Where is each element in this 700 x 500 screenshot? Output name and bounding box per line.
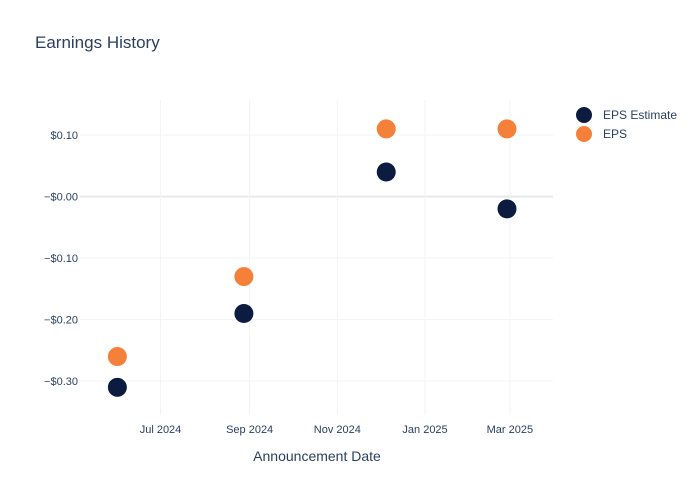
y-axis-ticks: $0.10 −$0.00 −$0.10 −$0.20 −$0.30 [44,130,78,388]
eps-point[interactable] [107,347,127,367]
y-tick-label: −$0.20 [44,315,78,327]
eps-point[interactable] [497,119,517,139]
y-tick-label: −$0.30 [44,376,78,388]
grid-lines [80,100,553,415]
chart-title: Earnings History [35,33,160,52]
eps-estimate-point[interactable] [107,377,127,397]
y-tick-label: −$0.00 [44,192,78,204]
x-tick-label: Nov 2024 [314,424,361,436]
data-points[interactable] [107,119,517,397]
y-tick-label: −$0.10 [44,253,78,265]
legend-marker-icon [576,125,592,142]
x-tick-label: Mar 2025 [487,424,533,436]
legend-item-eps-estimate[interactable]: EPS Estimate [574,105,677,124]
eps-estimate-point[interactable] [497,199,517,219]
eps-estimate-point[interactable] [234,303,254,323]
x-axis-title: Announcement Date [253,448,381,464]
x-axis-ticks: Jul 2024 Sep 2024 Nov 2024 Jan 2025 Mar 2025 [140,424,533,436]
eps-point[interactable] [234,267,254,287]
legend-label: EPS Estimate [603,107,678,122]
eps-point[interactable] [376,119,396,139]
legend-label: EPS [603,126,628,141]
legend: EPS Estimate EPS [574,105,677,143]
x-tick-label: Jan 2025 [402,424,447,436]
legend-item-eps[interactable]: EPS [574,124,677,143]
x-tick-label: Sep 2024 [226,424,273,436]
eps-estimate-point[interactable] [376,162,396,182]
y-tick-label: $0.10 [50,130,78,142]
legend-marker-icon [576,106,592,123]
x-tick-label: Jul 2024 [140,424,182,436]
